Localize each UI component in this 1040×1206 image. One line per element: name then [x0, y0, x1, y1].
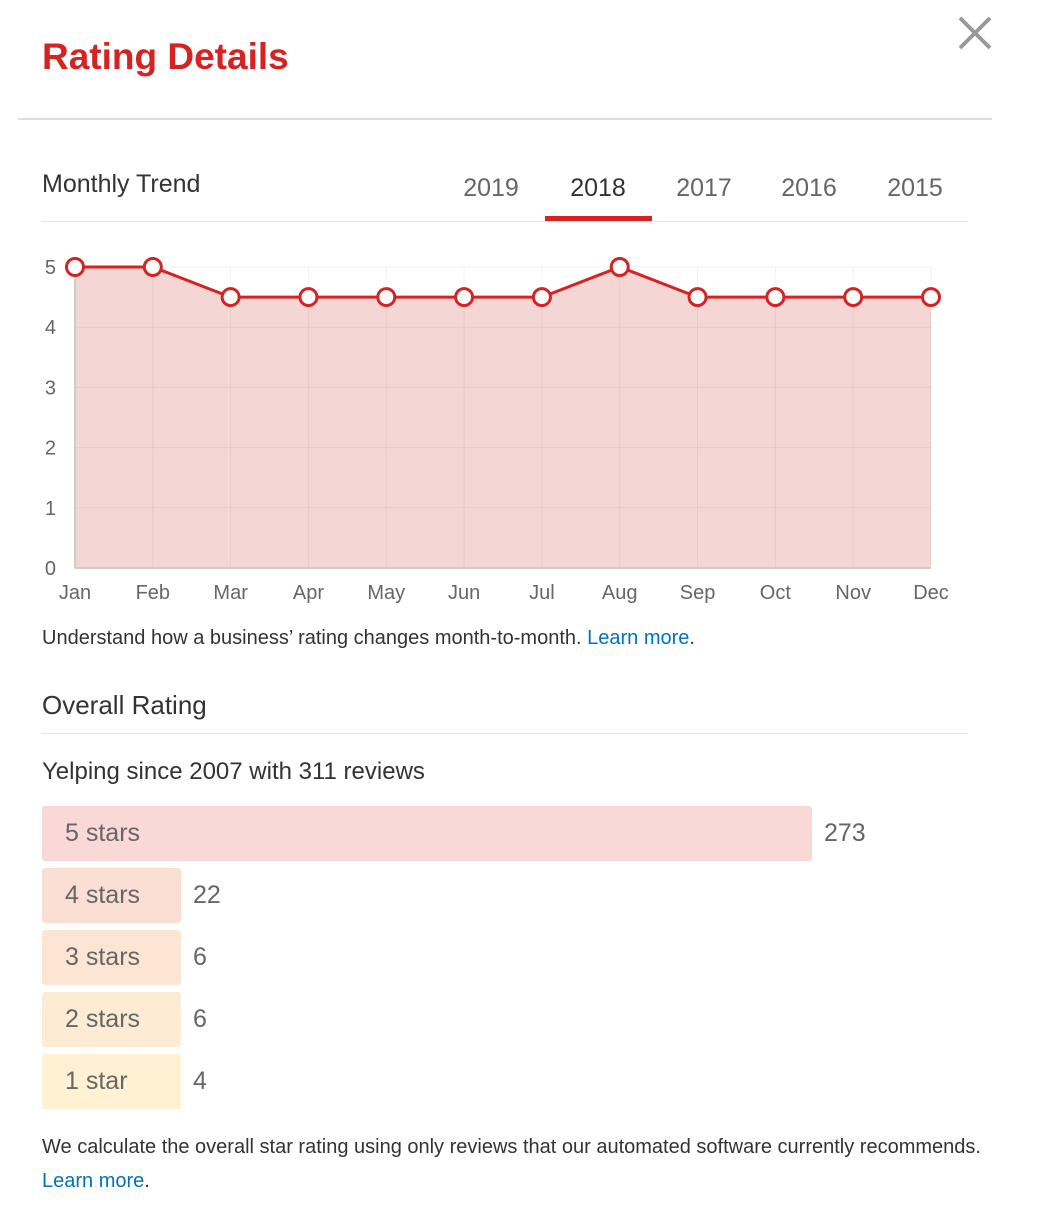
x-tick-label: Feb [136, 582, 170, 604]
data-point [65, 257, 85, 277]
rating-bar: 2 stars [42, 992, 181, 1047]
divider [18, 118, 992, 120]
rating-count: 22 [193, 881, 221, 909]
divider [42, 221, 968, 222]
tab-2019[interactable]: 2019 [463, 174, 519, 202]
x-tick-label: Apr [293, 582, 324, 604]
data-point [687, 287, 708, 308]
x-tick-label: Jul [529, 582, 555, 604]
rating-count: 4 [193, 1067, 207, 1095]
period: . [689, 627, 695, 649]
tab-2017[interactable]: 2017 [676, 174, 732, 202]
rating-bar-label: 3 stars [65, 943, 141, 971]
series-line [75, 265, 931, 299]
overall-note-text: We calculate the overall star rating usi… [42, 1136, 981, 1158]
rating-bar: 4 stars [42, 868, 181, 923]
y-tick-label: 5 [45, 257, 56, 279]
y-tick-label: 0 [45, 558, 56, 580]
period: . [144, 1170, 150, 1192]
monthly-trend-chart: 0 1 2 3 4 5 Jan Feb Mar Apr May Jun Jul Aug Sep Oct Nov D… [45, 257, 949, 604]
rating-bar: 3 stars [42, 930, 181, 985]
close-x-icon[interactable] [952, 12, 996, 56]
x-tick-label: Oct [760, 582, 792, 604]
trend-note-text: Understand how a business’ rating change… [42, 627, 582, 649]
x-tick-label: Jan [59, 582, 91, 604]
data-point [298, 287, 319, 308]
data-point [921, 287, 941, 308]
monthly-trend-heading: Monthly Trend [42, 170, 201, 198]
rating-bar: 1 star [42, 1054, 181, 1109]
rating-bar-label: 1 star [65, 1067, 128, 1095]
rating-count: 6 [193, 1005, 207, 1033]
rating-bar-label: 4 stars [65, 881, 141, 909]
data-point [609, 257, 630, 277]
overall-rating-heading: Overall Rating [42, 690, 207, 720]
rating-bar-label: 5 stars [65, 819, 141, 847]
active-tab-underline [545, 216, 652, 221]
y-tick-label: 2 [45, 438, 56, 460]
x-tick-label: May [367, 582, 405, 604]
tab-2018[interactable]: 2018 [570, 174, 626, 202]
x-tick-label: Dec [913, 582, 949, 604]
divider [42, 733, 968, 734]
y-tick-label: 1 [45, 498, 56, 520]
area-fill [75, 267, 931, 568]
learn-more-link[interactable]: Learn more [42, 1170, 145, 1192]
overall-note: We calculate the overall star rating usi… [42, 1130, 982, 1198]
tab-2015[interactable]: 2015 [887, 174, 943, 202]
tab-2016[interactable]: 2016 [781, 174, 837, 202]
x-tick-label: Sep [680, 582, 716, 604]
rating-count: 273 [824, 819, 866, 847]
x-tick-label: Jun [448, 582, 480, 604]
trend-note: Understand how a business’ rating change… [42, 627, 695, 650]
rating-bar: 5 stars [42, 806, 812, 861]
data-point [220, 287, 241, 308]
dialog-title: Rating Details [42, 36, 289, 77]
data-point [765, 287, 786, 308]
x-tick-label: Mar [213, 582, 248, 604]
x-tick-label: Aug [602, 582, 638, 604]
data-point [454, 287, 475, 308]
yelping-since-text: Yelping since 2007 with 311 reviews [42, 758, 425, 785]
y-tick-label: 4 [45, 317, 56, 339]
rating-count: 6 [193, 943, 207, 971]
learn-more-link[interactable]: Learn more [587, 627, 690, 649]
x-tick-label: Nov [835, 582, 871, 604]
rating-bar-label: 2 stars [65, 1005, 141, 1033]
data-point [376, 287, 397, 308]
data-point [142, 257, 163, 277]
data-point [531, 287, 552, 308]
y-tick-label: 3 [45, 377, 56, 399]
data-point [843, 287, 864, 308]
